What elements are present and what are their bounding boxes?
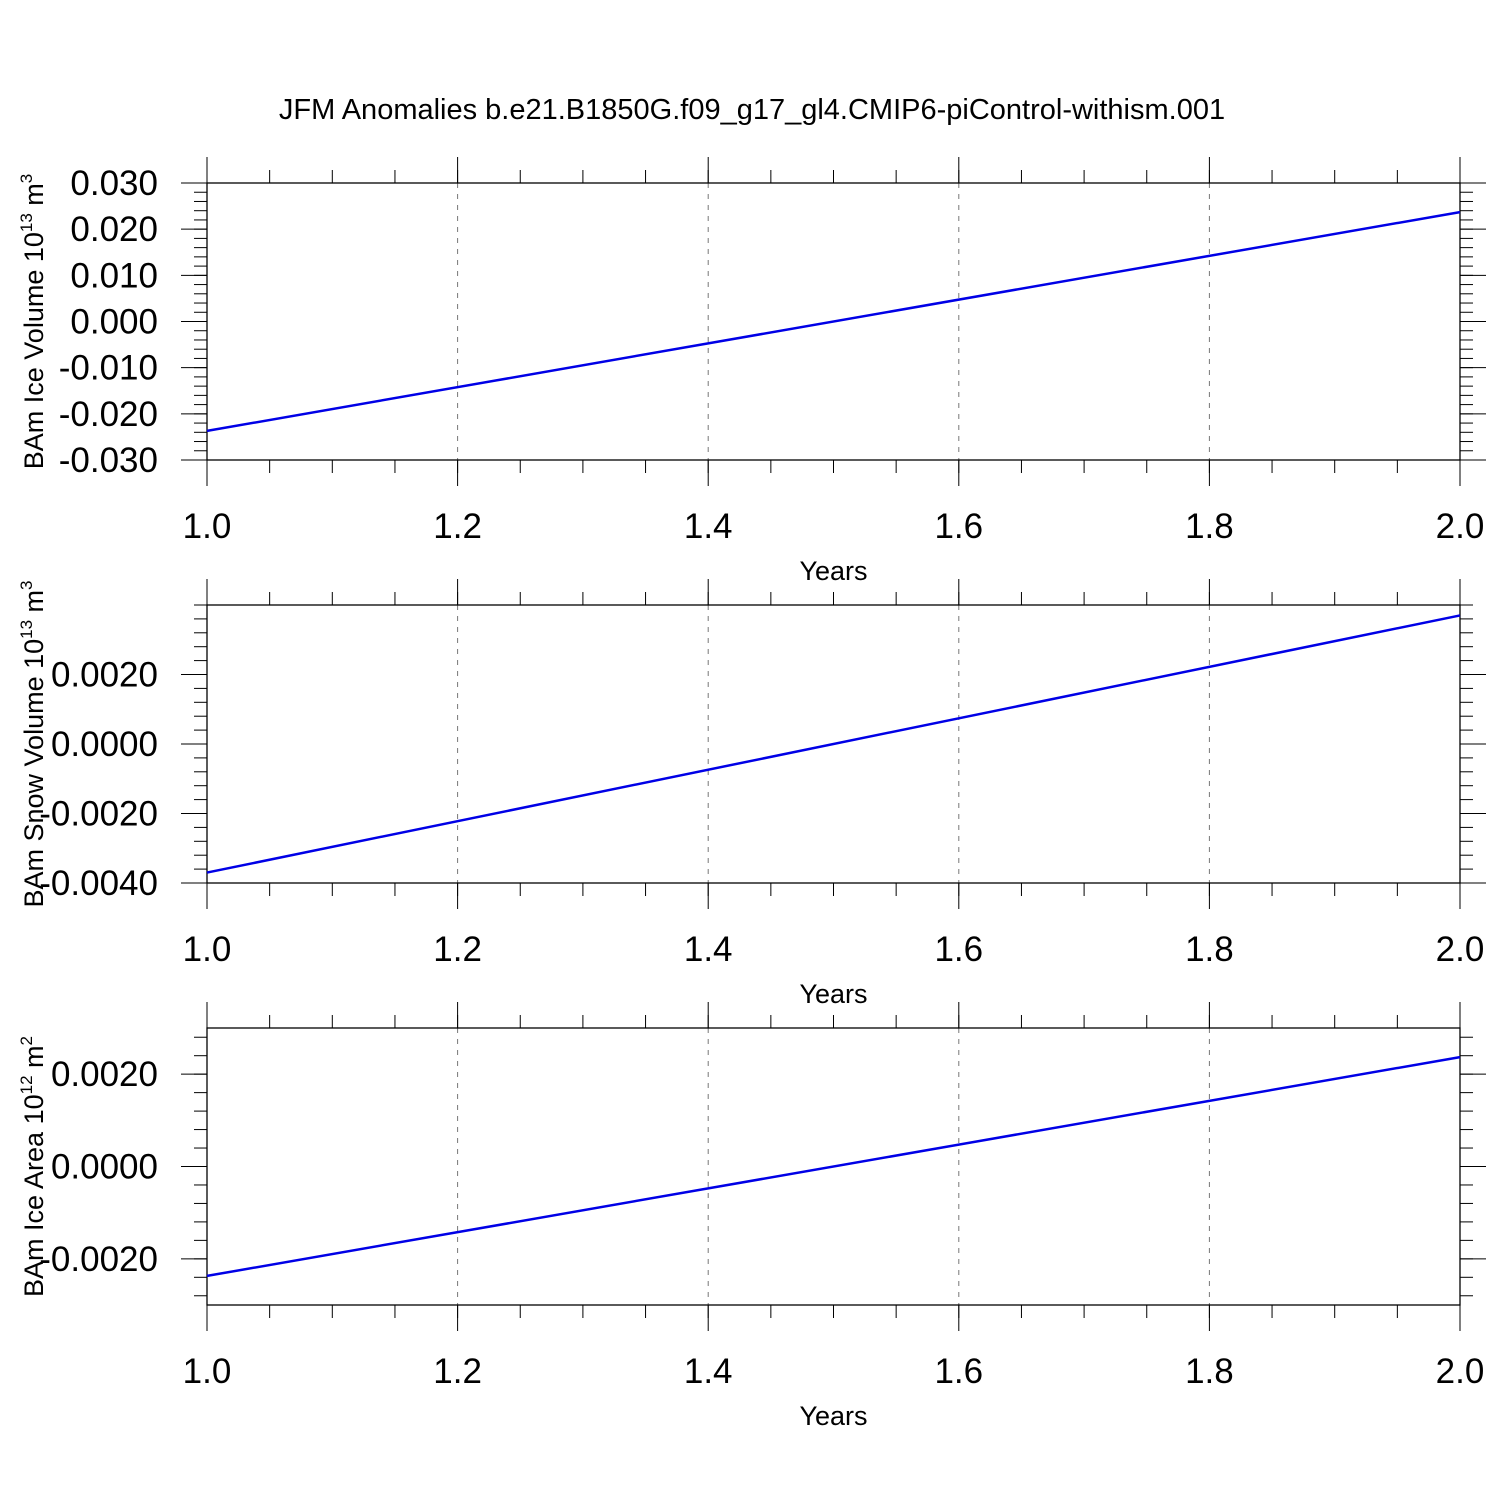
x-tick-label: 1.0 bbox=[183, 1352, 232, 1391]
y-axis-label-part: BAm Snow Volume 10 bbox=[19, 639, 49, 908]
y-tick-label: 0.0020 bbox=[51, 656, 158, 695]
y-axis-label: BAm Ice Volume 1013 m3 bbox=[17, 174, 49, 470]
snow-volume-panel: 1.0 1.2 1.4 1.6 1.8 2.0 -0.0040 -0.0020 0.0000 0.… bbox=[17, 579, 1486, 1009]
x-tick-label: 1.0 bbox=[183, 507, 232, 546]
x-tick-label: 1.2 bbox=[433, 1352, 482, 1391]
figure-title: JFM Anomalies b.e21.B1850G.f09_g17_gl4.C… bbox=[279, 94, 1225, 126]
ice-volume-panel: 1.0 1.2 1.4 1.6 1.8 2.0 -0.030 -0.020 -0.010 0.00… bbox=[17, 157, 1486, 586]
series-line bbox=[206, 1055, 1461, 1278]
x-axis-label: Years bbox=[799, 979, 867, 1009]
x-tick-label: 1.4 bbox=[684, 930, 733, 969]
y-tick-label: -0.0020 bbox=[39, 795, 158, 834]
y-tick-label: 0.030 bbox=[70, 164, 158, 203]
x-axis-label: Years bbox=[799, 1401, 867, 1431]
y-tick-label: -0.010 bbox=[59, 349, 158, 388]
y-tick-label: 0.020 bbox=[70, 210, 158, 249]
y-tick-label: 0.0000 bbox=[51, 1148, 158, 1187]
y-tick-label: -0.030 bbox=[59, 441, 158, 480]
y-axis-label-part: 13 bbox=[17, 620, 36, 639]
x-tick-label: 1.4 bbox=[684, 1352, 733, 1391]
y-axis-label-part: 12 bbox=[17, 1075, 36, 1094]
x-tick-label: 1.8 bbox=[1185, 1352, 1234, 1391]
y-axis-label-part: m bbox=[19, 1045, 49, 1075]
y-tick-label: -0.0040 bbox=[39, 864, 158, 903]
x-axis-label: Years bbox=[799, 556, 867, 586]
y-axis-label: BAm Snow Volume 1013 m3 bbox=[17, 580, 49, 907]
series-line bbox=[206, 210, 1461, 433]
y-tick-label: 0.0020 bbox=[51, 1055, 158, 1094]
x-tick-label: 1.4 bbox=[684, 507, 733, 546]
y-axis-label: BAm Ice Area 1012 m2 bbox=[17, 1036, 49, 1297]
y-axis-label-part: m bbox=[19, 590, 49, 620]
x-tick-label: 2.0 bbox=[1436, 930, 1485, 969]
y-tick-label: 0.010 bbox=[70, 256, 158, 295]
x-tick-label: 1.8 bbox=[1185, 507, 1234, 546]
y-tick-label: 0.000 bbox=[70, 303, 158, 342]
y-axis-label-part: BAm Ice Volume 10 bbox=[19, 232, 49, 469]
y-tick-label: -0.0020 bbox=[39, 1240, 158, 1279]
y-axis-label-part: 3 bbox=[17, 174, 36, 183]
x-tick-label: 1.6 bbox=[934, 1352, 983, 1391]
x-tick-label: 2.0 bbox=[1436, 1352, 1485, 1391]
y-tick-label: -0.020 bbox=[59, 395, 158, 434]
y-axis-label-part: 3 bbox=[17, 580, 36, 589]
x-tick-label: 2.0 bbox=[1436, 507, 1485, 546]
series-line bbox=[206, 614, 1461, 874]
y-axis-label-part: BAm Ice Area 10 bbox=[19, 1094, 49, 1297]
x-tick-label: 1.0 bbox=[183, 930, 232, 969]
x-tick-label: 1.6 bbox=[934, 507, 983, 546]
x-tick-label: 1.6 bbox=[934, 930, 983, 969]
y-axis-label-part: m bbox=[19, 183, 49, 213]
x-tick-label: 1.2 bbox=[433, 930, 482, 969]
x-tick-label: 1.8 bbox=[1185, 930, 1234, 969]
y-tick-label: 0.0000 bbox=[51, 725, 158, 764]
ice-area-panel: 1.0 1.2 1.4 1.6 1.8 2.0 -0.0020 0.0000 0.0020 Yea… bbox=[17, 1002, 1486, 1431]
y-axis-label-part: 2 bbox=[17, 1036, 36, 1045]
x-tick-label: 1.2 bbox=[433, 507, 482, 546]
y-axis-label-part: 13 bbox=[17, 213, 36, 232]
